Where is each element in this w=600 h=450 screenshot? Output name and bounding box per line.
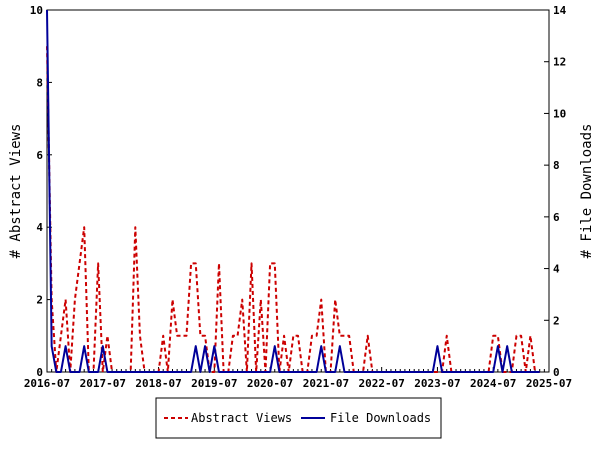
- y-left-tick-label: 10: [30, 4, 43, 17]
- x-tick-label: 2017-07: [80, 377, 126, 390]
- legend-label-file-downloads: File Downloads: [330, 411, 431, 425]
- y-right-tick-label: 4: [553, 263, 560, 276]
- legend-label-abstract-views: Abstract Views: [191, 411, 292, 425]
- x-tick-label: 2024-07: [470, 377, 516, 390]
- y-left-tick-label: 2: [36, 294, 43, 307]
- y-axis-right-title: # File Downloads: [579, 124, 595, 259]
- x-tick-label: 2018-07: [135, 377, 181, 390]
- y-right-tick-label: 8: [553, 159, 560, 172]
- y-axis-left-title: # Abstract Views: [8, 124, 24, 259]
- legend: Abstract Views File Downloads: [155, 397, 442, 439]
- y-left-tick-label: 8: [36, 76, 43, 89]
- y-left-tick-label: 0: [36, 366, 43, 379]
- y-right-tick-label: 2: [553, 314, 560, 327]
- legend-box: [155, 397, 442, 439]
- y-right-tick-label: 14: [553, 4, 567, 17]
- plot-area: [46, 9, 550, 373]
- x-tick-label: 2021-07: [303, 377, 349, 390]
- y-left-tick-label: 4: [36, 221, 43, 234]
- x-tick-label: 2023-07: [414, 377, 460, 390]
- x-tick-label: 2022-07: [358, 377, 404, 390]
- y-right-tick-label: 12: [553, 56, 566, 69]
- y-right-tick-label: 0: [553, 366, 560, 379]
- y-axis-right: 0 2 4 6 8 10 12 14: [544, 4, 567, 379]
- x-tick-label: 2019-07: [191, 377, 237, 390]
- series-layer: [46, 9, 540, 373]
- y-left-tick-label: 6: [36, 149, 43, 162]
- x-tick-label: 2020-07: [247, 377, 293, 390]
- x-axis: 2016-07 2017-07 2018-07 2019-07 2020-07 2021-…: [24, 367, 572, 390]
- x-tick-label: 2025-07: [526, 377, 572, 390]
- y-right-tick-label: 10: [553, 107, 566, 120]
- series-line-file-downloads: [46, 9, 540, 373]
- x-tick-label: 2016-07: [24, 377, 70, 390]
- y-right-tick-label: 6: [553, 211, 560, 224]
